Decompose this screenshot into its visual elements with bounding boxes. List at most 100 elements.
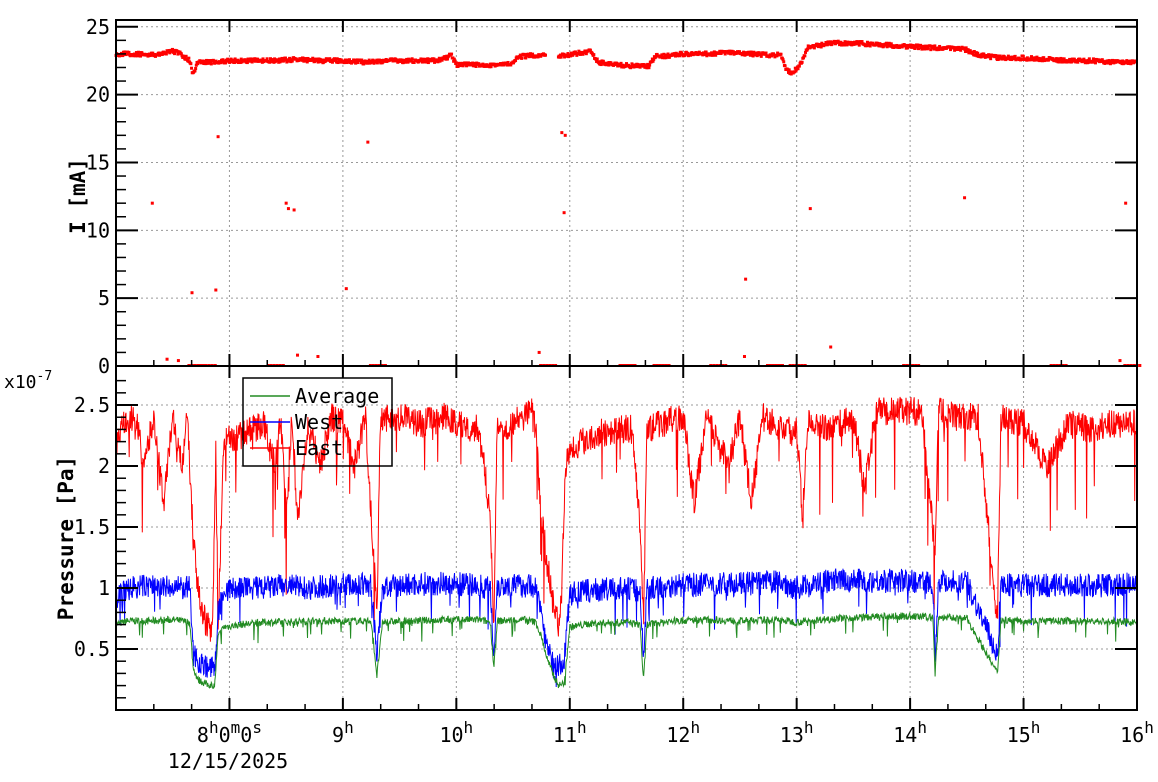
current-point <box>465 63 469 67</box>
x-tick-label: 13h <box>780 718 814 747</box>
current-point <box>1047 58 1051 62</box>
current-outlier-point <box>190 291 194 295</box>
current-point <box>811 44 815 48</box>
current-point <box>189 62 193 66</box>
current-point <box>895 43 899 47</box>
current-point <box>727 51 731 55</box>
series-line-average <box>115 611 1138 690</box>
current-point <box>1106 61 1110 65</box>
x-tick-label: 10h <box>439 718 473 747</box>
legend-label-west: West <box>295 410 343 434</box>
current-point <box>989 57 993 61</box>
current-point <box>139 54 143 58</box>
current-point <box>588 48 592 52</box>
current-point <box>714 53 718 57</box>
current-point <box>933 44 937 48</box>
current-point <box>865 44 869 48</box>
current-point <box>196 62 200 66</box>
current-point <box>683 53 687 57</box>
current-point <box>1093 61 1097 65</box>
current-point <box>335 57 339 61</box>
current-point <box>660 53 664 57</box>
current-point <box>769 54 773 58</box>
current-point <box>878 42 882 46</box>
current-point <box>959 48 963 52</box>
current-point <box>1057 60 1061 64</box>
x-tick-label: 9h <box>332 718 354 747</box>
current-point <box>245 61 249 65</box>
bottom-plot-frame <box>115 365 1138 711</box>
current-point <box>471 61 475 65</box>
current-point <box>337 60 341 64</box>
current-point <box>456 64 460 68</box>
current-point <box>880 43 884 47</box>
current-point <box>812 46 816 50</box>
data-marks <box>114 39 1142 690</box>
x-tick-label: 14h <box>893 718 927 747</box>
current-point <box>871 41 875 45</box>
top-y-tick-label: 15 <box>86 150 110 174</box>
current-point <box>1087 57 1091 61</box>
current-point <box>300 58 304 62</box>
current-point <box>609 61 613 65</box>
current-outlier-point <box>963 196 967 200</box>
current-point <box>806 47 810 51</box>
current-point <box>224 61 228 65</box>
current-point <box>963 50 967 54</box>
current-point <box>209 62 213 66</box>
bottom-y-tick-label: 0.5 <box>74 637 110 661</box>
current-point <box>1076 60 1080 64</box>
current-point <box>1001 57 1005 61</box>
current-point <box>362 62 366 66</box>
current-point <box>1012 57 1016 61</box>
current-point <box>184 54 188 58</box>
current-point <box>584 52 588 56</box>
top-plot-frame <box>115 19 1138 367</box>
series-line-west <box>115 568 1138 688</box>
bottom-y-tick-label: 1.5 <box>74 515 110 539</box>
current-point <box>757 51 761 55</box>
current-point <box>514 59 518 63</box>
current-point <box>844 41 848 45</box>
current-point <box>920 47 924 51</box>
current-point <box>454 61 458 65</box>
current-point <box>829 40 833 44</box>
current-point <box>566 52 570 56</box>
current-point <box>674 51 678 55</box>
current-point <box>845 43 849 47</box>
current-point <box>948 48 952 52</box>
current-point <box>371 58 375 62</box>
current-point <box>779 52 783 56</box>
current-point <box>986 55 990 59</box>
current-point <box>432 57 436 61</box>
current-point <box>426 61 430 65</box>
current-point <box>160 52 164 56</box>
current-point <box>1071 59 1075 63</box>
current-point <box>367 58 371 62</box>
current-point <box>228 60 232 64</box>
current-point <box>1013 54 1017 58</box>
current-point <box>226 57 230 61</box>
bottom-y-tick-label: 1 <box>98 576 110 600</box>
current-point <box>280 56 284 60</box>
current-point <box>316 60 320 64</box>
current-point <box>412 60 416 64</box>
top-y-tick-label: 20 <box>86 83 110 107</box>
current-point <box>801 56 805 60</box>
x-tick-label: 15h <box>1007 718 1041 747</box>
current-point <box>625 62 628 66</box>
current-point <box>633 63 637 67</box>
current-point <box>748 53 752 57</box>
current-point <box>637 63 641 67</box>
current-outlier-point <box>176 359 180 363</box>
current-point <box>964 46 968 50</box>
bottom-y-axis-title: Pressure [Pa] <box>54 456 78 620</box>
current-point <box>819 45 823 49</box>
current-point <box>271 59 275 63</box>
current-point <box>127 50 131 54</box>
current-point <box>648 63 652 67</box>
current-point <box>712 53 716 57</box>
current-point <box>474 64 478 68</box>
current-point <box>1000 55 1004 59</box>
current-point <box>1060 60 1064 64</box>
